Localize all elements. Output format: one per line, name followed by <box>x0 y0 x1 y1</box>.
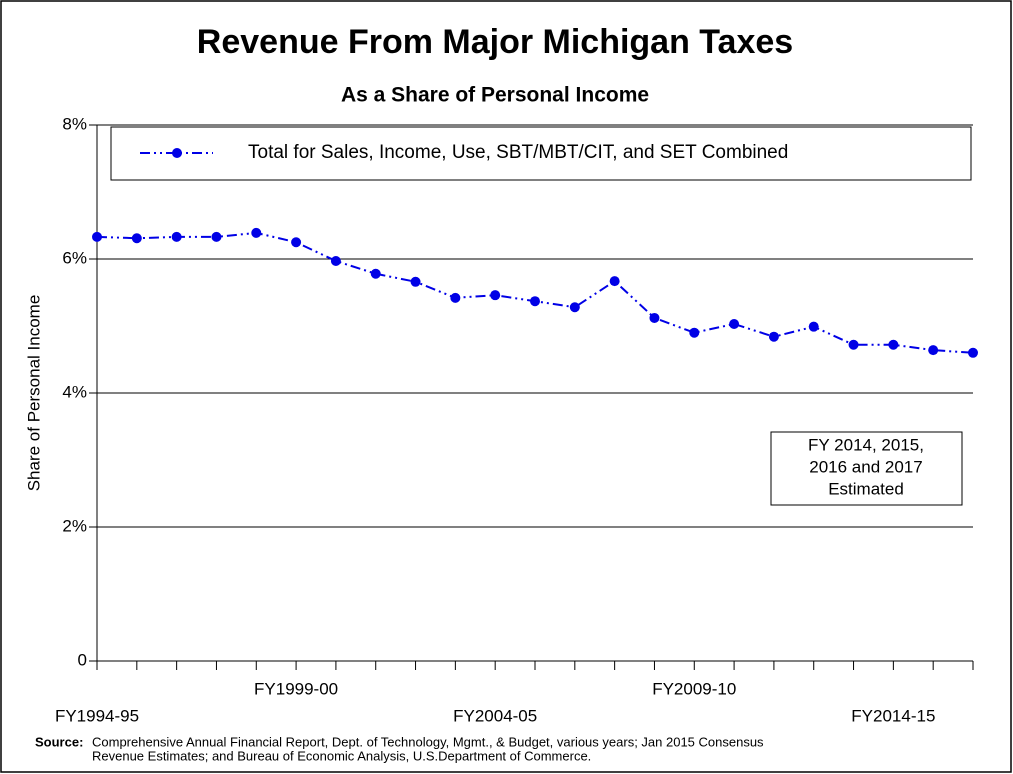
data-point <box>649 312 660 323</box>
x-tick-label: FY2014-15 <box>851 706 935 725</box>
data-point <box>968 347 978 358</box>
data-point <box>291 237 302 248</box>
chart-title: Revenue From Major Michigan Taxes <box>197 23 793 61</box>
data-point <box>569 302 580 313</box>
data-point <box>211 231 222 242</box>
legend-box <box>110 126 972 181</box>
annotation-line: 2016 and 2017 <box>809 457 922 476</box>
legend-marker <box>172 148 182 158</box>
data-point <box>729 318 740 329</box>
y-tick-label: 4% <box>62 382 87 401</box>
x-tick-label: FY1999-00 <box>254 679 338 698</box>
legend-label: Total for Sales, Income, Use, SBT/MBT/CI… <box>248 142 788 163</box>
y-axis-label: Share of Personal Income <box>24 295 43 492</box>
data-point <box>330 256 341 267</box>
data-point <box>92 231 102 242</box>
data-point <box>490 290 501 301</box>
data-point <box>410 276 421 287</box>
data-point <box>609 276 620 287</box>
y-tick-label: 6% <box>62 248 87 267</box>
annotation-line: Estimated <box>828 479 904 498</box>
data-point <box>131 233 142 244</box>
y-tick-label: 0 <box>78 650 87 669</box>
data-point <box>251 227 262 238</box>
y-tick-label: 8% <box>62 114 87 133</box>
annotation-line: FY 2014, 2015, <box>808 435 924 454</box>
data-point <box>888 339 899 350</box>
data-point <box>171 231 182 242</box>
data-point <box>768 331 779 342</box>
data-point <box>530 296 540 307</box>
x-tick-label: FY1994-95 <box>55 706 139 725</box>
x-tick-label: FY2004-05 <box>453 706 537 725</box>
source-label: Source: <box>35 734 83 749</box>
data-point <box>928 345 939 356</box>
chart-subtitle: As a Share of Personal Income <box>341 84 649 107</box>
y-tick-label: 2% <box>62 516 87 535</box>
data-point <box>808 321 819 332</box>
x-tick-label: FY2009-10 <box>652 679 736 698</box>
data-point <box>450 292 461 303</box>
source-text: Comprehensive Annual Financial Report, D… <box>92 734 764 749</box>
annotation-box <box>770 431 963 506</box>
source-text: Revenue Estimates; and Bureau of Economi… <box>92 748 591 763</box>
data-point <box>370 268 381 279</box>
data-point <box>689 327 700 338</box>
data-point <box>848 339 859 350</box>
